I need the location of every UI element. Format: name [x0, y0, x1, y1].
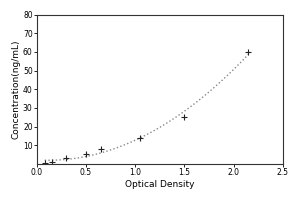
X-axis label: Optical Density: Optical Density — [125, 180, 195, 189]
Y-axis label: Concentration(ng/mL): Concentration(ng/mL) — [11, 40, 20, 139]
